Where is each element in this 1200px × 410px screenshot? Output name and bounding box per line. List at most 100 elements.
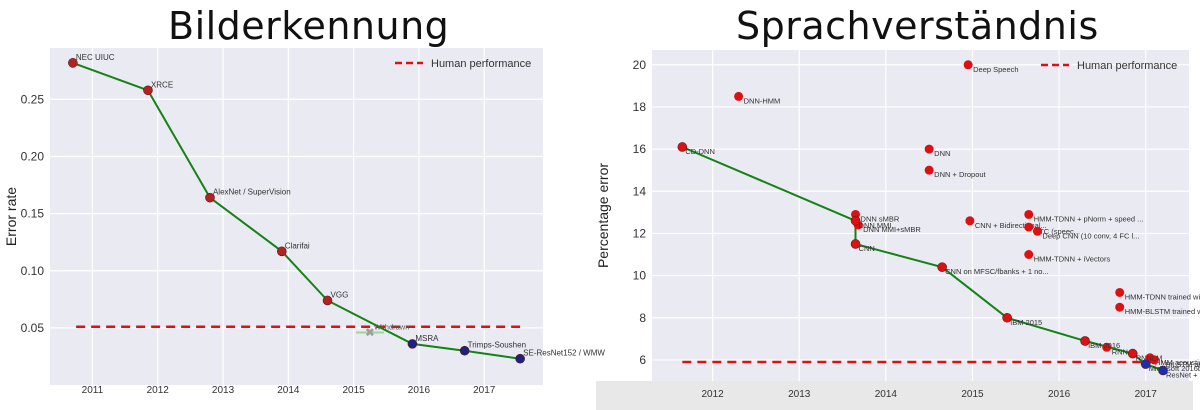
x-tick-label: 2012 <box>702 389 725 400</box>
point-label-deep-speech: Deep Speech <box>973 65 1018 74</box>
point-clarifai <box>277 246 287 257</box>
frontier-line <box>72 61 521 360</box>
point-alexnet-supervision <box>205 192 215 203</box>
chart-0-group: 2011 2012 2013 2014 2015 2016 2017 0.05 0.10 0.15… <box>3 48 605 396</box>
x-tick-label: 2015 <box>343 385 366 396</box>
legend-label: Human performance <box>1077 60 1177 72</box>
point-label-rnn: RNN... <box>1112 347 1135 356</box>
x-tick-label: 2017 <box>1135 389 1158 400</box>
point-label-hmm-acoustic: HMM acoustic... <box>1155 358 1200 367</box>
point-label-microsoft-2016b: Microsoft 2016b <box>1149 364 1200 373</box>
x-axis-band <box>596 381 1193 410</box>
point-rnnlm <box>1127 348 1138 359</box>
point-label-msra: MSRA <box>415 334 439 343</box>
withdrawn-marker: ✖ <box>365 325 375 339</box>
point-label-hmm-tdnn-trained-with-mmi: HMM-TDNN trained with MMI... <box>1125 292 1200 301</box>
point-label-dnn-smbr: DNN sMBR <box>861 214 900 223</box>
point-label-dnn-hmm: DNN-HMM <box>744 96 781 105</box>
y-tick-label: 18 <box>633 100 647 114</box>
x-tick-label: 2013 <box>788 389 811 400</box>
point-label-dnn: DNN <box>934 149 950 158</box>
chart-title-bilderkennung: Bilderkennung <box>168 4 450 48</box>
y-axis-label: Percentage error <box>595 163 611 268</box>
point-label-bilstm-ac: ...BiLSTM ac... <box>1159 360 1200 369</box>
x-tick-label: 2014 <box>277 385 300 396</box>
point-label-clarifai: Clarifai <box>285 241 310 250</box>
x-tick-label: 2011 <box>82 385 104 396</box>
x-tick-label: 2016 <box>408 385 431 396</box>
legend-label: Human performance <box>431 58 531 70</box>
x-tick-label: 2012 <box>147 385 170 396</box>
point-label-vgg: VGG <box>331 290 349 299</box>
point-label-hmm-tdnn-ivectors: HMM-TDNN + iVectors <box>1034 255 1111 264</box>
point-label-dnn-dropout: DNN + Dropout <box>934 170 986 179</box>
point-label-deep-cnn-10-conv-4-fc-l: Deep CNN (10 conv, 4 FC l... <box>1042 231 1139 240</box>
plot-background <box>652 50 1189 381</box>
x-tick-label: 2014 <box>875 389 898 400</box>
point-label-ctc-speec: CTC (speec... <box>1034 227 1080 236</box>
point-label-trimps-soushen: Trimps-Soushen <box>468 341 526 350</box>
point-dnn-dropout <box>924 165 934 175</box>
point-dnn-hmm <box>734 91 744 101</box>
point-cnn-on-mfsc-fbanks-1-no <box>937 262 947 272</box>
point-cnn-bidirectional <box>965 216 975 226</box>
y-tick-label: 12 <box>633 226 647 240</box>
x-tick-label: 2015 <box>961 389 984 400</box>
y-tick-label: 0.25 <box>21 92 45 106</box>
point-label-hmm-blstm-trained-with-mmi: HMM-BLSTM trained with MMI... <box>1125 307 1200 316</box>
point-label-withdrawn: Withdrawn <box>374 322 409 331</box>
point-label-cnn-on-mfsc-fbanks-1-no: CNN on MFSC/fbanks + 1 no... <box>945 267 1049 276</box>
point-label-rnnlm: RNNLM <box>1136 354 1163 363</box>
point-microsoft-2016b <box>1140 359 1151 369</box>
point-label-hmm-tdnn-pnorm-speed: HMM-TDNN + pNorm + speed ... <box>1034 214 1144 223</box>
x-tick-label: 2016 <box>1048 389 1071 400</box>
point-label-nec-uiuc: NEC UIUC <box>76 53 115 62</box>
point-label-dnn-mmi-smbr: DNN MMI+sMBR <box>863 225 921 234</box>
point-label-resnet-bilstms-acoustic: ResNet + BiLSTMs acoustic... <box>1166 370 1200 379</box>
y-tick-label: 0.20 <box>21 150 45 164</box>
y-tick-label: 8 <box>639 311 646 325</box>
point-msra <box>407 339 418 349</box>
point-cnn <box>850 239 861 249</box>
y-tick-label: 10 <box>633 269 647 283</box>
point-label-alexnet-supervision: AlexNet / SuperVision <box>213 188 291 197</box>
y-tick-label: 20 <box>633 58 647 72</box>
point-label-se-resnet152-wmw: SE-ResNet152 / WMW <box>523 349 605 358</box>
point-hmm-tdnn-pnorm-speed <box>1024 209 1034 219</box>
y-tick-label: 6 <box>639 353 646 367</box>
point-ctc-speec <box>1024 222 1034 232</box>
point-ibm-2016 <box>1080 336 1090 346</box>
point-xrce <box>143 85 153 96</box>
point-label-cnn: CNN <box>859 244 875 253</box>
y-tick-label: 16 <box>633 142 647 156</box>
x-tick-label: 2013 <box>212 385 235 396</box>
point-label-cd-dnn: CD-DNN <box>685 147 715 156</box>
point-vgg <box>322 295 333 306</box>
x-tick-label: 2017 <box>473 385 496 396</box>
point-hmm-blstm-trained-with-mmi <box>1115 302 1125 312</box>
y-tick-label: 0.05 <box>21 321 45 335</box>
point-label-cnn-bidirectional: CNN + Bidirectional... <box>975 221 1047 230</box>
y-tick-label: 0.15 <box>21 207 45 221</box>
point-rnn <box>1102 342 1112 352</box>
point-label-ibm-2016: IBM 2016 <box>1088 341 1120 350</box>
y-tick-label: 14 <box>633 184 647 198</box>
point-deep-cnn-10-conv-4-fc-l <box>1032 226 1042 236</box>
point-nec-uiuc <box>68 58 78 68</box>
y-axis-label: Error rate <box>3 187 19 246</box>
point-dnn <box>924 144 934 154</box>
y-tick-label: 0.10 <box>21 264 45 278</box>
point-bilstm-ac <box>1149 355 1159 365</box>
point-dnn-mmi <box>850 215 861 226</box>
point-ibm-2015 <box>1002 312 1012 323</box>
point-resnet-bilstms-acoustic <box>1158 365 1168 376</box>
point-deep-speech <box>963 60 973 70</box>
point-label-xrce: XRCE <box>151 80 173 89</box>
point-label-ibm-2015: IBM 2015 <box>1010 318 1042 327</box>
point-cd-dnn <box>677 142 688 152</box>
plot-background <box>50 48 543 385</box>
point-hmm-tdnn-ivectors <box>1024 250 1034 260</box>
point-hmm-tdnn-trained-with-mmi <box>1115 287 1125 297</box>
chart-title-sprachverstaendnis: Sprachverständnis <box>736 4 1099 48</box>
